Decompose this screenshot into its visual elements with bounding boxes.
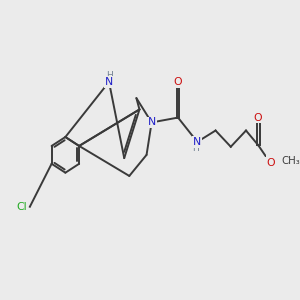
Text: O: O (254, 112, 262, 123)
Text: O: O (266, 158, 275, 168)
Text: N: N (148, 117, 156, 128)
Text: Cl: Cl (16, 202, 27, 212)
Text: H: H (193, 144, 199, 153)
Text: O: O (174, 77, 182, 87)
Text: N: N (193, 137, 201, 147)
Text: N: N (105, 77, 113, 87)
Text: H: H (106, 71, 113, 80)
Text: CH₃: CH₃ (282, 157, 300, 166)
